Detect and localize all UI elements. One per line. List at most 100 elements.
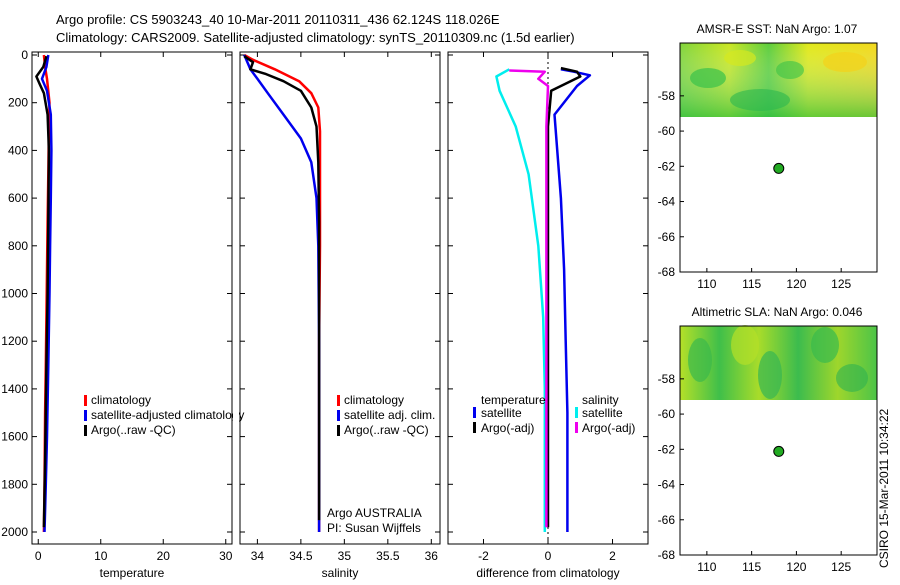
amsre-axes-frame <box>679 42 878 273</box>
legend-swatch-argo <box>337 425 340 436</box>
map-y-tick-label: -58 <box>658 89 676 103</box>
altimetry-sla-field <box>680 325 877 400</box>
difference-panel: -2 0 2 difference from climatology tempera… <box>447 51 649 580</box>
map-x-tick-label: 125 <box>831 277 851 291</box>
legend-swatch-argo <box>84 425 87 436</box>
legend-swatch-temp-satellite <box>473 407 476 418</box>
map-y-tick-label: -68 <box>658 265 676 279</box>
map-x-tick-label: 110 <box>697 560 716 574</box>
amsre-map-title: AMSR-E SST: NaN Argo: 1.07 <box>697 22 858 36</box>
salinity-series <box>243 53 322 532</box>
temperature-tick-labels: 0 10 20 30 <box>35 52 233 563</box>
pi-annotation: PI: Susan Wijffels <box>327 521 421 535</box>
series-line-argo-raw-qc- <box>243 55 321 521</box>
series-line-argo-raw-qc- <box>35 55 51 528</box>
y-tick-label: 0 <box>21 48 28 62</box>
x-tick-label: 34 <box>251 549 265 563</box>
legend-header-temperature: temperature <box>481 393 546 407</box>
altimetry-axes-frame <box>679 325 878 556</box>
x-tick-label: 30 <box>219 549 233 563</box>
difference-xlabel: difference from climatology <box>476 566 619 580</box>
map-y-tick-label: -64 <box>658 478 676 492</box>
series-line-temperature-satellite <box>553 68 592 532</box>
legend-swatch-satellite <box>84 410 87 421</box>
salinity-legend: climatology satellite adj. clim. Argo(..… <box>337 393 435 437</box>
x-tick-label: 35 <box>338 549 352 563</box>
difference-legend: temperature salinity satellite Argo(-adj… <box>473 393 635 435</box>
series-line-climatology <box>243 53 322 532</box>
legend-swatch-sal-argo <box>575 422 578 433</box>
x-tick-label: 0 <box>35 549 42 563</box>
legend-label-satellite: satellite-adjusted climatology <box>91 408 244 422</box>
legend-label-argo: Argo(..raw -QC) <box>91 423 176 437</box>
salinity-panel: 34 34.5 35 35.5 36 salinity climatology sate… <box>239 51 441 580</box>
temperature-series <box>35 54 53 533</box>
x-tick-label: 20 <box>157 549 171 563</box>
argo-program-annotation: Argo AUSTRALIA <box>327 506 422 520</box>
legend-swatch-climatology <box>337 395 340 406</box>
legend-label-temp-satellite: satellite <box>481 406 522 420</box>
legend-label-sal-satellite: satellite <box>582 406 623 420</box>
y-tick-label: 1400 <box>1 382 28 396</box>
csiro-timestamp: CSIRO 15-Mar-2011 10:34:22 <box>877 408 891 568</box>
y-tick-label: 200 <box>8 96 28 110</box>
series-line-satellite-adjusted-climatology <box>40 54 53 533</box>
altimetry-sla-map: Altimetric SLA: NaN Argo: 0.046 110 115 12… <box>658 305 878 574</box>
x-tick-label: 36 <box>425 549 439 563</box>
y-tick-label: 800 <box>8 239 28 253</box>
temperature-legend: climatology satellite-adjusted climatolo… <box>84 393 244 437</box>
amsre-tick-labels: 110 115 120 125 -58 -60 -62 -64 -66 -68 <box>658 89 852 291</box>
difference-series <box>495 66 592 532</box>
temperature-axes-frame <box>31 51 233 545</box>
x-tick-label: 2 <box>609 549 616 563</box>
series-line-salinity-satellite <box>495 68 547 532</box>
x-tick-label: 35.5 <box>376 549 400 563</box>
map-y-tick-label: -66 <box>658 230 676 244</box>
map-x-tick-label: 115 <box>742 277 761 291</box>
series-line-salinity-argo-adj- <box>509 69 550 528</box>
amsre-sst-map: AMSR-E SST: NaN Argo: 1.07 110 115 120 125 -… <box>658 22 878 291</box>
figure-title-line1: Argo profile: CS 5903243_40 10-Mar-2011 … <box>56 12 500 27</box>
temperature-xlabel: temperature <box>100 566 165 580</box>
map-y-tick-label: -60 <box>658 124 676 138</box>
x-tick-label: 10 <box>94 549 108 563</box>
series-line-temperature-argo-adj- <box>546 66 582 528</box>
map-y-tick-label: -62 <box>658 159 676 173</box>
legend-label-sal-argo: Argo(-adj) <box>582 421 635 435</box>
y-tick-label: 1200 <box>1 334 28 348</box>
map-x-tick-label: 125 <box>831 560 851 574</box>
y-tick-label: 1000 <box>1 287 28 301</box>
y-tick-label: 2000 <box>1 525 28 539</box>
legend-label-argo: Argo(..raw -QC) <box>344 423 429 437</box>
x-tick-label: 34.5 <box>289 549 313 563</box>
legend-label-satellite: satellite adj. clim. <box>344 408 435 422</box>
map-x-tick-label: 110 <box>697 277 716 291</box>
map-x-tick-label: 120 <box>786 277 806 291</box>
y-tick-label: 1800 <box>1 477 28 491</box>
map-y-tick-label: -64 <box>658 195 676 209</box>
depth-tick-labels: 0 200 400 600 800 1000 1200 1400 1600 1800 2000 <box>1 48 232 539</box>
legend-header-salinity: salinity <box>582 393 619 407</box>
y-tick-label: 400 <box>8 143 28 157</box>
legend-swatch-temp-argo <box>473 422 476 433</box>
x-tick-label: 0 <box>545 549 552 563</box>
x-tick-label: -2 <box>478 549 489 563</box>
legend-swatch-sal-satellite <box>575 407 578 418</box>
temperature-panel: 0 200 400 600 800 1000 1200 1400 1600 1800 2000 0 1… <box>1 48 244 580</box>
legend-swatch-satellite <box>337 410 340 421</box>
map-y-tick-label: -58 <box>658 372 676 386</box>
salinity-axes-frame <box>239 51 441 545</box>
map-y-tick-label: -68 <box>658 548 676 562</box>
argo-float-position-marker <box>773 445 785 457</box>
legend-label-climatology: climatology <box>344 393 404 407</box>
legend-label-temp-argo: Argo(-adj) <box>481 421 534 435</box>
legend-swatch-climatology <box>84 395 87 406</box>
map-y-tick-label: -62 <box>658 442 676 456</box>
figure-title-line2: Climatology: CARS2009. Satellite-adjuste… <box>56 30 575 45</box>
y-tick-label: 600 <box>8 191 28 205</box>
salinity-xlabel: salinity <box>322 566 359 580</box>
map-y-tick-label: -66 <box>658 513 676 527</box>
legend-label-climatology: climatology <box>91 393 151 407</box>
series-line-satellite-adj-clim- <box>243 54 321 532</box>
